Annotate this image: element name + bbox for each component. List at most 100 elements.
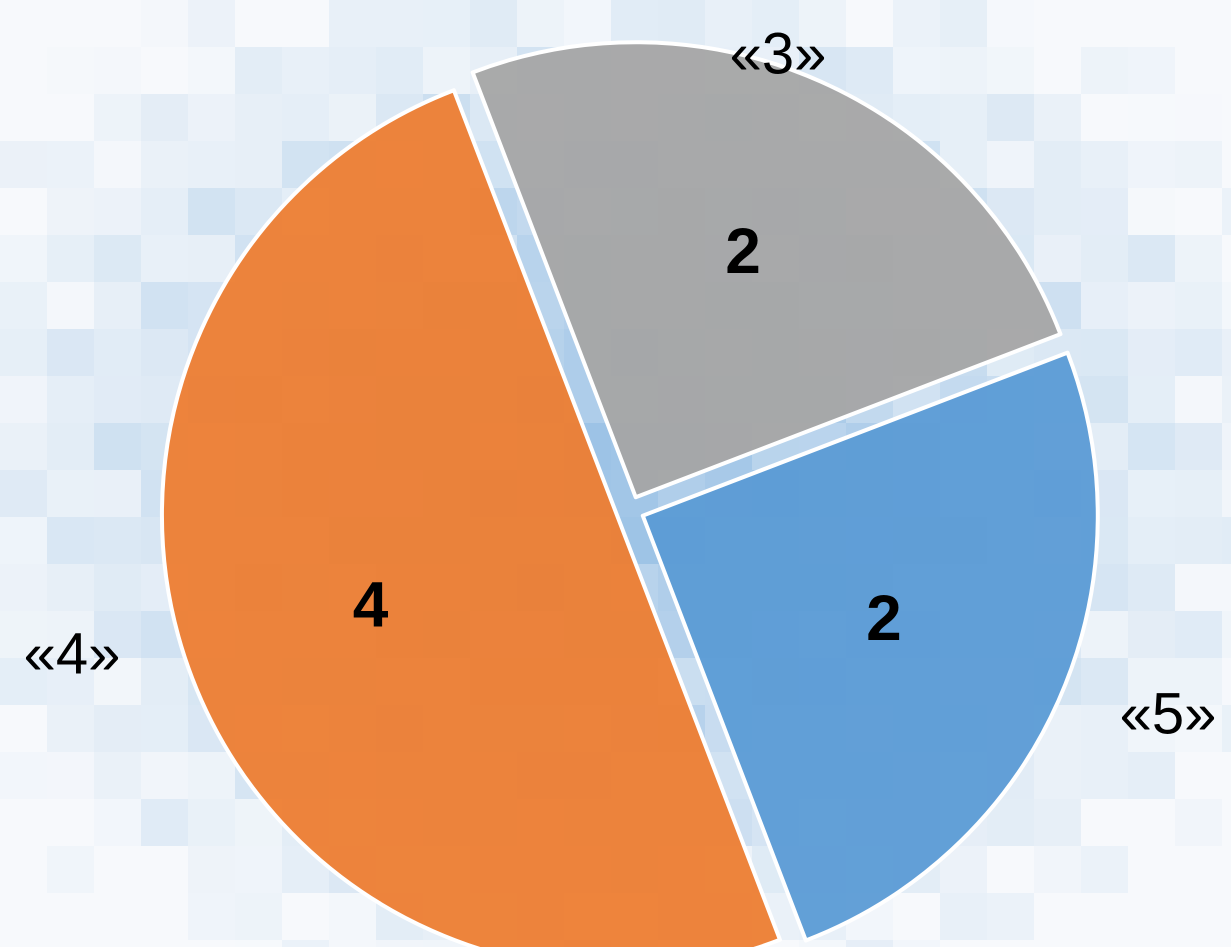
- background-tile: [235, 846, 283, 894]
- background-tile: [0, 329, 48, 377]
- background-tile: [47, 846, 95, 894]
- background-tile: [987, 0, 1035, 48]
- background-tile: [1034, 188, 1082, 236]
- data-label-1: 2: [725, 215, 761, 287]
- background-tile: [188, 188, 236, 236]
- background-tile: [1222, 188, 1231, 236]
- background-tile: [141, 141, 189, 189]
- background-tile: [329, 893, 377, 941]
- background-tile: [141, 799, 189, 847]
- background-tile: [987, 893, 1035, 941]
- background-tile: [1222, 94, 1231, 142]
- background-tile: [517, 0, 565, 48]
- background-tile: [1081, 611, 1129, 659]
- background-tile: [47, 752, 95, 800]
- background-tile: [846, 940, 894, 947]
- background-tile: [1175, 705, 1223, 753]
- background-tile: [47, 517, 95, 565]
- background-tile: [47, 376, 95, 424]
- background-tile: [940, 940, 988, 947]
- background-tile: [47, 611, 95, 659]
- background-tile: [1081, 282, 1129, 330]
- background-tile: [47, 235, 95, 283]
- category-label-2: «5»: [1120, 681, 1217, 746]
- background-tile: [94, 893, 142, 941]
- background-tile: [1222, 470, 1231, 518]
- background-tile: [1222, 564, 1231, 612]
- background-tile: [1081, 940, 1129, 947]
- background-tile: [47, 188, 95, 236]
- background-tile: [1128, 282, 1176, 330]
- background-tile: [1175, 940, 1223, 947]
- background-tile: [1175, 752, 1223, 800]
- background-tile: [94, 141, 142, 189]
- background-tile: [1128, 188, 1176, 236]
- background-tile: [235, 0, 283, 48]
- background-tile: [1175, 235, 1223, 283]
- background-tile: [141, 0, 189, 48]
- background-tile: [376, 47, 424, 95]
- background-tile: [1175, 141, 1223, 189]
- background-tile: [1222, 658, 1231, 706]
- background-tile: [1128, 846, 1176, 894]
- background-tile: [1175, 611, 1223, 659]
- background-tile: [47, 940, 95, 947]
- background-tile: [94, 658, 142, 706]
- background-tile: [940, 94, 988, 142]
- background-tile: [1222, 423, 1231, 471]
- background-tile: [1034, 799, 1082, 847]
- background-tile: [235, 940, 283, 947]
- background-tile: [423, 940, 471, 947]
- background-tile: [282, 94, 330, 142]
- background-tile: [1128, 564, 1176, 612]
- background-tile: [1222, 705, 1231, 753]
- background-tile: [1081, 705, 1129, 753]
- pie-slice-1: [470, 40, 1063, 500]
- background-tile: [1128, 752, 1176, 800]
- background-tile: [47, 564, 95, 612]
- background-tile: [893, 940, 941, 947]
- background-tile: [94, 94, 142, 142]
- background-tile: [94, 376, 142, 424]
- background-tile: [47, 423, 95, 471]
- background-tile: [705, 0, 753, 48]
- background-tile: [1128, 235, 1176, 283]
- background-tile: [188, 141, 236, 189]
- background-tile: [893, 893, 941, 941]
- background-tile: [1081, 658, 1129, 706]
- pie-slice-2: [640, 350, 1100, 943]
- background-tile: [1175, 517, 1223, 565]
- background-tile: [1128, 940, 1176, 947]
- background-tile: [1081, 329, 1129, 377]
- background-tile: [47, 705, 95, 753]
- background-tile: [0, 282, 48, 330]
- background-tile: [94, 235, 142, 283]
- background-tile: [1034, 47, 1082, 95]
- background-tile: [1175, 47, 1223, 95]
- background-tile: [1081, 0, 1129, 48]
- background-tile: [1128, 799, 1176, 847]
- background-tile: [47, 329, 95, 377]
- background-tile: [0, 141, 48, 189]
- background-tile: [1222, 611, 1231, 659]
- background-tile: [47, 799, 95, 847]
- background-tile: [799, 0, 847, 48]
- background-tile: [846, 47, 894, 95]
- background-tile: [94, 188, 142, 236]
- background-tile: [470, 0, 518, 48]
- background-tile: [752, 940, 800, 947]
- background-tile: [235, 47, 283, 95]
- background-tile: [94, 517, 142, 565]
- background-tile: [94, 47, 142, 95]
- background-tile: [188, 893, 236, 941]
- background-tile: [188, 799, 236, 847]
- background-tile: [1128, 376, 1176, 424]
- background-tile: [893, 0, 941, 48]
- background-tile: [0, 893, 48, 941]
- background-tile: [1175, 893, 1223, 941]
- background-tile: [1081, 752, 1129, 800]
- background-tile: [1175, 470, 1223, 518]
- background-tile: [235, 141, 283, 189]
- background-tile: [47, 470, 95, 518]
- background-tile: [1222, 141, 1231, 189]
